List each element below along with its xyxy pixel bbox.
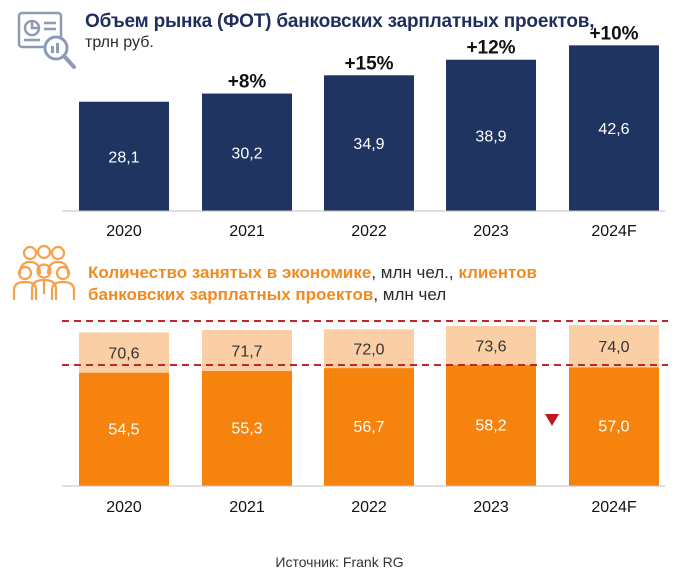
clients-value-label: 55,3 [231, 421, 262, 438]
bar-value-label: 42,6 [598, 121, 629, 138]
x-tick-label: 2021 [229, 499, 265, 516]
bar-clients [202, 371, 292, 486]
bar-employed [324, 329, 414, 369]
growth-label: +15% [344, 53, 393, 74]
growth-label: +12% [466, 38, 515, 59]
employed-value-label: 73,6 [475, 338, 506, 355]
employed-value-label: 70,6 [108, 346, 139, 363]
x-tick-label: 2021 [229, 223, 265, 240]
bar-clients [446, 365, 536, 486]
bottom-chart-title: Количество занятых в экономике, млн чел.… [88, 262, 537, 306]
clients-value-label: 57,0 [598, 419, 629, 436]
title-part: , млн чел [373, 285, 447, 304]
top-chart-title: Объем рынка (ФОТ) банковских зарплатных … [85, 11, 595, 32]
bar-value-label: 34,9 [353, 136, 384, 153]
people-group-icon [12, 244, 76, 300]
market-volume-chart: 28,1 2020 30,2 +8% 2021 34,9 +15% 2022 38,9 +12% 2… [62, 23, 665, 240]
x-tick-label: 2023 [473, 223, 509, 240]
bar-clients [324, 368, 414, 486]
title-part: банковских зарплатных проектов [88, 285, 374, 304]
bar-employed [569, 325, 659, 368]
bar [569, 45, 659, 212]
employed-value-label: 71,7 [231, 344, 262, 361]
x-tick-label: 2020 [106, 499, 142, 516]
bar-employed [446, 325, 536, 365]
employment-chart: 70,6 54,5 2020 71,7 55,3 2021 72,0 56,7 2022 73,6… [62, 320, 668, 516]
x-tick-label: 2024F [591, 499, 637, 516]
title-part: , млн чел., [371, 263, 459, 282]
growth-label: +10% [589, 23, 638, 44]
down-triangle-icon [545, 414, 559, 426]
bar [202, 93, 292, 211]
title-part: клиентов [458, 263, 537, 282]
bar-value-label: 38,9 [475, 128, 506, 145]
bar [446, 59, 536, 211]
bar [79, 101, 169, 211]
x-tick-label: 2023 [473, 499, 509, 516]
bar-clients [569, 367, 659, 486]
x-tick-label: 2022 [351, 223, 387, 240]
clients-value-label: 56,7 [353, 419, 384, 436]
employed-value-label: 74,0 [598, 339, 629, 356]
clients-value-label: 54,5 [108, 421, 139, 438]
bar-value-label: 28,1 [108, 149, 139, 166]
chart-magnifier-icon [17, 11, 76, 69]
x-tick-label: 2022 [351, 499, 387, 516]
bar-value-label: 30,2 [231, 145, 262, 162]
bar-clients [79, 372, 169, 486]
x-tick-label: 2024F [591, 223, 637, 240]
title-part: Количество занятых в экономике [88, 263, 372, 282]
x-tick-label: 2020 [106, 223, 142, 240]
bar [324, 75, 414, 212]
source-note: Источник: Frank RG [275, 554, 404, 570]
employed-value-label: 72,0 [353, 342, 384, 359]
top-chart-subtitle: трлн руб. [85, 34, 154, 51]
growth-label: +8% [228, 72, 267, 93]
clients-value-label: 58,2 [475, 418, 506, 435]
